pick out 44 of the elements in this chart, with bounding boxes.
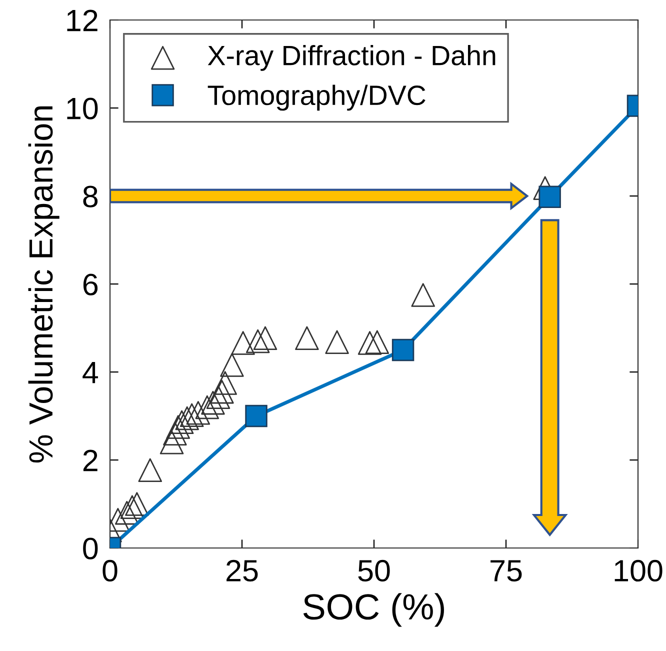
point bbox=[220, 353, 244, 377]
y-tick-label: 10 bbox=[67, 98, 98, 120]
point bbox=[213, 371, 237, 395]
point bbox=[166, 415, 190, 439]
point bbox=[170, 410, 194, 434]
point bbox=[195, 395, 220, 420]
x-tick-label: 75 bbox=[490, 560, 522, 582]
point bbox=[411, 283, 435, 307]
point bbox=[210, 380, 234, 404]
point bbox=[538, 186, 561, 208]
point bbox=[325, 330, 349, 354]
point bbox=[138, 458, 162, 482]
point bbox=[231, 331, 255, 355]
y-tick-label: 2 bbox=[83, 450, 98, 472]
point bbox=[245, 404, 268, 428]
point bbox=[358, 331, 382, 355]
point bbox=[392, 338, 414, 362]
y-tick-label: 6 bbox=[83, 274, 98, 296]
point bbox=[295, 326, 319, 350]
point bbox=[201, 390, 225, 415]
point bbox=[246, 329, 270, 354]
point bbox=[180, 403, 204, 428]
y-tick-label: 4 bbox=[82, 362, 98, 384]
legend-label: Tomography/DVC bbox=[208, 84, 426, 111]
x-tick-label: 25 bbox=[226, 560, 258, 582]
x-tick-label: 0 bbox=[102, 560, 118, 582]
y-axis-title: % Volumetric Expansion bbox=[28, 106, 60, 463]
point bbox=[125, 492, 149, 516]
y-tick-label: 8 bbox=[83, 186, 98, 208]
point bbox=[206, 385, 230, 409]
x-tick-label: 50 bbox=[358, 560, 390, 582]
point bbox=[186, 401, 210, 425]
legend-label: X-ray Diffraction - Dahn bbox=[208, 45, 496, 71]
x-axis-title: SOC (%) bbox=[303, 593, 444, 627]
point bbox=[253, 326, 278, 350]
y-tick-label: 0 bbox=[83, 538, 98, 560]
point bbox=[163, 422, 187, 446]
point bbox=[175, 406, 199, 430]
y-tick-label: 12 bbox=[67, 10, 98, 32]
point bbox=[160, 430, 184, 454]
x-tick-label: 100 bbox=[614, 560, 662, 582]
point bbox=[120, 495, 144, 519]
point bbox=[365, 330, 390, 354]
point bbox=[115, 500, 139, 525]
